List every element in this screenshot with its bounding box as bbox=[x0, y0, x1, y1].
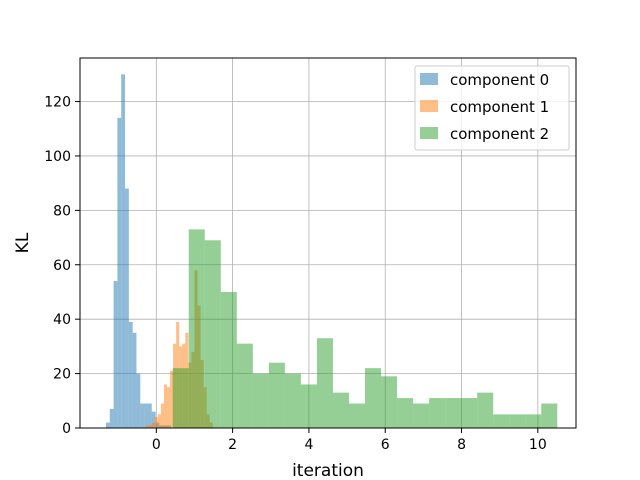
histogram-bar bbox=[117, 117, 122, 429]
histogram-bar bbox=[348, 403, 366, 428]
y-tick-label: 40 bbox=[53, 312, 71, 328]
y-axis-label: KL bbox=[13, 232, 33, 253]
legend-label-component-0: component 0 bbox=[450, 71, 549, 89]
histogram-bar bbox=[140, 403, 145, 428]
histogram-bar bbox=[541, 403, 558, 428]
histogram-bar bbox=[461, 398, 478, 428]
histogram-bar bbox=[204, 240, 221, 428]
histogram-bar bbox=[509, 414, 526, 428]
histogram-bar bbox=[109, 408, 114, 428]
histogram-bar bbox=[151, 422, 155, 428]
y-tick-label: 120 bbox=[44, 95, 71, 111]
histogram-bar bbox=[300, 384, 317, 428]
histogram-bar bbox=[136, 373, 141, 428]
histogram-bar bbox=[105, 422, 110, 428]
histogram-bar bbox=[160, 403, 164, 428]
histogram-bar bbox=[493, 414, 510, 428]
x-tick-label: 0 bbox=[152, 437, 161, 453]
histogram-bar bbox=[172, 368, 189, 428]
legend-label-component-1: component 1 bbox=[450, 98, 549, 116]
histogram-bar bbox=[381, 376, 398, 428]
legend-swatch-component-0 bbox=[420, 73, 438, 85]
y-tick-label: 20 bbox=[53, 367, 71, 383]
histogram-bar bbox=[220, 291, 237, 428]
histogram-bar bbox=[154, 417, 158, 428]
histogram-bar bbox=[429, 398, 446, 428]
histogram-bar bbox=[166, 387, 171, 428]
histogram-bar bbox=[236, 343, 253, 428]
legend-swatch-component-1 bbox=[420, 100, 438, 112]
histogram-bar bbox=[445, 398, 462, 428]
histogram-bar bbox=[477, 392, 494, 428]
histogram-bar bbox=[121, 74, 126, 428]
histogram-bar bbox=[148, 425, 152, 428]
histogram-bar bbox=[170, 370, 174, 428]
histogram-bar bbox=[151, 411, 156, 428]
legend-label-component-2: component 2 bbox=[450, 125, 549, 143]
histogram-bar bbox=[284, 373, 301, 428]
series-component-0 bbox=[105, 74, 171, 429]
histogram-bar bbox=[316, 338, 333, 428]
histogram-bar bbox=[332, 392, 349, 428]
x-tick-label: 2 bbox=[228, 437, 237, 453]
histogram-bar bbox=[132, 332, 137, 428]
histogram-bar bbox=[147, 403, 152, 428]
histogram-bar bbox=[163, 384, 167, 428]
histogram-bar bbox=[125, 188, 129, 428]
x-tick-label: 4 bbox=[304, 437, 313, 453]
histogram-bar bbox=[113, 281, 118, 428]
histogram-bar bbox=[144, 403, 148, 428]
histogram-bars bbox=[105, 74, 558, 429]
legend-box bbox=[414, 65, 570, 151]
histogram-bar bbox=[268, 362, 285, 428]
histogram-bar bbox=[145, 425, 149, 428]
histogram-bar bbox=[128, 321, 133, 428]
histogram-bar bbox=[397, 398, 414, 428]
x-axis-label: iteration bbox=[292, 461, 364, 480]
x-tick-label: 6 bbox=[381, 437, 390, 453]
series-component-2 bbox=[172, 229, 558, 428]
legend: component 0 component 1 component 2 bbox=[414, 65, 570, 151]
x-tick-label: 8 bbox=[457, 437, 466, 453]
grid-lines bbox=[80, 58, 576, 429]
histogram-bar bbox=[188, 229, 205, 428]
histogram-bar bbox=[252, 373, 269, 428]
y-tick-label: 60 bbox=[53, 258, 71, 274]
histogram-bar bbox=[413, 403, 430, 428]
histogram-bar bbox=[525, 414, 542, 428]
y-tick-label: 100 bbox=[44, 149, 71, 165]
x-axis-ticks: 0 2 4 6 8 10 bbox=[152, 428, 547, 453]
legend-swatch-component-2 bbox=[420, 127, 438, 139]
histogram-bar bbox=[157, 414, 161, 428]
y-tick-label: 80 bbox=[53, 203, 71, 219]
plot-frame bbox=[79, 57, 577, 429]
y-axis-ticks: 0 20 40 60 80 100 120 bbox=[44, 95, 80, 437]
x-tick-label: 10 bbox=[529, 437, 547, 453]
histogram-bar bbox=[365, 368, 382, 428]
y-tick-label: 0 bbox=[62, 421, 71, 437]
